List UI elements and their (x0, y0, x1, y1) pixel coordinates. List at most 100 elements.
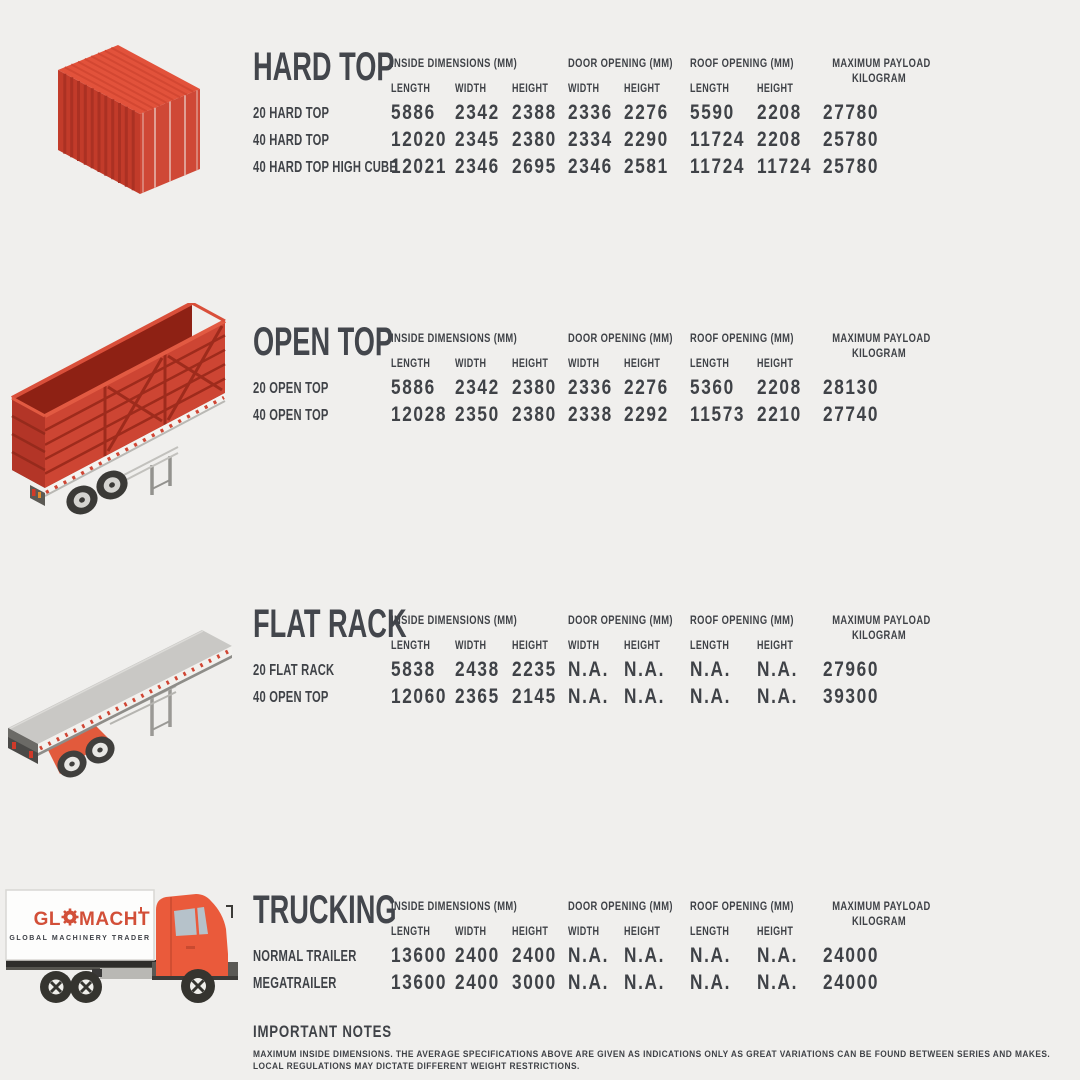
cell-value: 3000 (512, 971, 557, 994)
flat-rack-trailer-illustration (8, 630, 232, 778)
truck-skirt (100, 968, 152, 979)
col-header-door-width: WIDTH (568, 638, 600, 652)
col-header-door-height: HEIGHT (624, 638, 661, 652)
col-header-length: LENGTH (391, 924, 431, 938)
col-group-roof-opening: ROOF OPENING (MM) (690, 56, 794, 70)
cell-value: 11724 (690, 155, 746, 178)
cell-value: 2380 (512, 376, 557, 399)
col-header-length: LENGTH (391, 81, 431, 95)
payload-label-line2: KILOGRAM (851, 346, 907, 360)
table-row: 20 HARD TOP 5886 2342 2388 2336 2276 5590 2208 2… (253, 101, 973, 127)
logo-tm-tick (140, 907, 142, 912)
col-group-inside-dimensions: INSIDE DIMENSIONS (MM) (391, 613, 518, 627)
cell-value: 27780 (823, 101, 880, 124)
section-title: HARD TOP (253, 45, 395, 89)
cell-value: N.A. (568, 971, 609, 994)
col-group-max-payload: MAXIMUM PAYLOAD KILOGRAM (832, 331, 931, 361)
notes-line: LOCAL REGULATIONS MAY DICTATE DIFFERENT … (253, 1061, 580, 1072)
payload-label-line2: KILOGRAM (851, 71, 907, 85)
payload-label-line1: MAXIMUM PAYLOAD (832, 56, 931, 70)
cell-value: 12028 (391, 403, 448, 426)
cell-value: 12020 (391, 128, 448, 151)
cell-value: N.A. (568, 658, 609, 681)
spec-section: TRUCKING INSIDE DIMENSIONS (MM) DOOR OPE… (253, 888, 973, 1036)
flatrack-end-face (8, 728, 38, 753)
truck-cargo-box (5, 889, 155, 961)
cell-value: 5838 (391, 658, 436, 681)
col-header-roof-height: HEIGHT (757, 81, 794, 95)
cell-value: N.A. (624, 971, 665, 994)
truck-chassis-shadow (6, 967, 166, 970)
cell-value: 2208 (757, 101, 802, 124)
table-row: 20 FLAT RACK 5838 2438 2235 N.A. N.A. N.A. N.A.… (253, 658, 973, 684)
cell-value: 39300 (823, 685, 880, 708)
cell-value: 2276 (624, 101, 669, 124)
flatrack-taillight (12, 742, 16, 749)
payload-label-line2: KILOGRAM (851, 628, 907, 642)
cell-value: 24000 (823, 971, 880, 994)
payload-label-line2: KILOGRAM (851, 914, 907, 928)
cell-value: 2276 (624, 376, 669, 399)
cell-value: 11724 (757, 155, 813, 178)
cell-value: 11573 (690, 403, 746, 426)
cell-value: 2336 (568, 376, 613, 399)
table-row: MEGATRAILER 13600 2400 3000 N.A. N.A. N.A. N.A.… (253, 971, 973, 997)
cell-value: N.A. (757, 971, 798, 994)
row-label: 20 HARD TOP (253, 105, 330, 122)
section-title: TRUCKING (253, 888, 397, 932)
cell-value: 2342 (455, 376, 500, 399)
trailer-landing-gear (150, 456, 172, 495)
col-group-inside-dimensions: INSIDE DIMENSIONS (MM) (391, 899, 518, 913)
col-header-door-height: HEIGHT (624, 356, 661, 370)
row-label: 40 OPEN TOP (253, 407, 329, 424)
cell-value: 2380 (512, 128, 557, 151)
cell-value: 5590 (690, 101, 735, 124)
payload-label-line1: MAXIMUM PAYLOAD (832, 331, 931, 345)
spec-section: OPEN TOP INSIDE DIMENSIONS (MM) DOOR OPE… (253, 320, 973, 468)
cell-value: N.A. (690, 658, 731, 681)
cell-value: 2338 (568, 403, 613, 426)
row-label: NORMAL TRAILER (253, 948, 357, 965)
truck-chassis (6, 960, 166, 967)
cell-value: 2210 (757, 403, 802, 426)
cell-value: 13600 (391, 971, 448, 994)
glomacht-logo: GL MACHT GLOBAL MACHINERY TRADER (9, 907, 150, 942)
payload-label-line1: MAXIMUM PAYLOAD (832, 899, 931, 913)
col-header-height: HEIGHT (512, 81, 549, 95)
cell-value: 2695 (512, 155, 557, 178)
cell-value: 12060 (391, 685, 448, 708)
cell-value: 27960 (823, 658, 880, 681)
cell-value: 2400 (455, 971, 500, 994)
row-label: 40 HARD TOP (253, 132, 330, 149)
col-header-height: HEIGHT (512, 638, 549, 652)
cell-value: 12021 (391, 155, 448, 178)
wheel (181, 969, 215, 1003)
cell-value: 5886 (391, 376, 436, 399)
col-header-width: WIDTH (455, 638, 487, 652)
cell-value: 11724 (690, 128, 746, 151)
col-group-roof-opening: ROOF OPENING (MM) (690, 331, 794, 345)
col-header-roof-length: LENGTH (690, 924, 730, 938)
cell-value: 2334 (568, 128, 613, 151)
container-top-face (58, 45, 200, 114)
trailer-slats (44, 334, 226, 475)
cell-value: 2290 (624, 128, 669, 151)
flatrack-underside (38, 655, 232, 756)
col-group-door-opening: DOOR OPENING (MM) (568, 56, 673, 70)
col-header-height: HEIGHT (512, 356, 549, 370)
col-group-door-opening: DOOR OPENING (MM) (568, 899, 673, 913)
cell-value: N.A. (690, 944, 731, 967)
col-header-door-width: WIDTH (568, 356, 600, 370)
cell-value: 2400 (512, 944, 557, 967)
col-group-max-payload: MAXIMUM PAYLOAD KILOGRAM (832, 56, 931, 86)
hard-top-container-illustration (58, 45, 200, 194)
col-header-length: LENGTH (391, 356, 431, 370)
notes-title: IMPORTANT NOTES (253, 1022, 392, 1041)
cell-value: 2350 (455, 403, 500, 426)
col-header-width: WIDTH (455, 924, 487, 938)
cell-value: 2380 (512, 403, 557, 426)
col-header-roof-length: LENGTH (690, 81, 730, 95)
cell-value: N.A. (690, 971, 731, 994)
section-title: OPEN TOP (253, 320, 394, 364)
